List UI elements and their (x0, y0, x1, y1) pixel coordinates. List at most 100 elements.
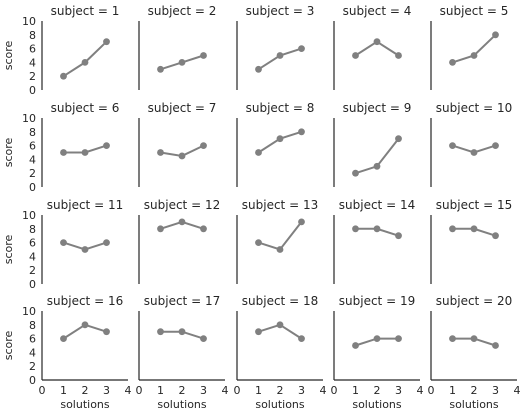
data-point (276, 135, 284, 143)
x-tick-label: 2 (82, 384, 89, 397)
panel-subject-9: subject = 9 (333, 101, 411, 187)
y-tick-label: 2 (29, 264, 36, 277)
y-tick-label: 8 (29, 223, 36, 236)
panel-title: subject = 11 (47, 198, 123, 212)
y-tick-label: 2 (29, 70, 36, 83)
panel-subject-15: subject = 15 (430, 198, 512, 284)
data-point (81, 59, 89, 66)
panel-subject-13: subject = 13 (236, 198, 318, 284)
y-tick-label: 8 (29, 319, 36, 332)
data-point (103, 38, 110, 46)
data-point (492, 31, 499, 39)
data-point (298, 218, 305, 226)
data-point (60, 72, 67, 80)
data-point (81, 246, 89, 253)
panel-title: subject = 16 (47, 294, 123, 308)
data-point (200, 52, 207, 59)
data-point (60, 239, 67, 247)
y-axis-label: score (2, 137, 15, 167)
x-tick-label: 2 (471, 384, 478, 397)
panel-title: subject = 5 (440, 4, 509, 18)
data-point (449, 142, 456, 150)
data-point (352, 225, 359, 233)
series-line (258, 221, 303, 251)
y-tick-label: 0 (29, 84, 36, 97)
data-point (298, 45, 305, 52)
data-point (255, 65, 262, 73)
y-tick-label: 4 (29, 153, 36, 166)
data-point (373, 162, 381, 170)
panel-title: subject = 1 (51, 4, 120, 18)
data-point (157, 225, 164, 233)
data-point (178, 218, 186, 226)
y-tick-label: 6 (29, 140, 36, 153)
y-tick-label: 10 (22, 209, 36, 222)
panel-title: subject = 18 (242, 294, 318, 308)
data-point (255, 149, 262, 156)
y-tick-label: 0 (29, 181, 36, 194)
y-tick-label: 0 (29, 374, 36, 387)
panel-subject-18: subject = 18 0 1 2 3 4 solutions (234, 294, 327, 411)
panel-subject-4: subject = 4 (333, 4, 411, 90)
panel-title: subject = 8 (246, 101, 315, 115)
data-point (103, 239, 110, 247)
data-point (492, 142, 499, 150)
panel-subject-19: subject = 19 0 1 2 3 4 solutions (331, 294, 424, 411)
x-tick-label: 1 (60, 384, 67, 397)
y-tick-label: 10 (22, 112, 36, 125)
data-point (298, 128, 305, 136)
panel-subject-2: subject = 2 (138, 4, 216, 90)
data-point (373, 225, 381, 233)
x-tick-label: 0 (331, 384, 338, 397)
data-point (298, 335, 305, 342)
panel-title: subject = 17 (144, 294, 220, 308)
y-tick-label: 8 (29, 29, 36, 42)
panel-subject-7: subject = 7 (138, 101, 217, 187)
y-tick-label: 6 (29, 237, 36, 250)
x-axis-label: solutions (352, 398, 402, 411)
data-point (470, 225, 478, 233)
x-tick-label: 1 (352, 384, 359, 397)
panel-subject-17: subject = 17 0 1 2 3 4 solutions (136, 294, 229, 411)
data-point (492, 232, 499, 240)
data-point (276, 52, 284, 59)
x-tick-label: 2 (277, 384, 284, 397)
data-point (373, 38, 381, 46)
data-point (60, 335, 67, 342)
y-tick-label: 6 (29, 43, 36, 56)
x-tick-label: 4 (417, 384, 424, 397)
x-axis-label: solutions (157, 398, 207, 411)
y-axis-label: score (2, 330, 15, 360)
x-tick-label: 4 (222, 384, 229, 397)
data-point (200, 335, 207, 342)
data-point (352, 52, 359, 59)
data-point (352, 169, 359, 177)
panel-title: subject = 12 (144, 198, 220, 212)
data-point (255, 239, 262, 247)
data-point (178, 152, 186, 160)
x-axis-label: solutions (60, 398, 110, 411)
x-tick-label: 0 (428, 384, 435, 397)
x-tick-label: 0 (39, 384, 46, 397)
data-point (157, 149, 164, 156)
x-tick-label: 3 (200, 384, 207, 397)
panel-subject-5: subject = 5 (430, 4, 509, 90)
data-point (449, 59, 456, 66)
x-tick-label: 3 (395, 384, 402, 397)
data-point (81, 149, 89, 156)
x-axis-label: solutions (255, 398, 305, 411)
y-tick-label: 8 (29, 126, 36, 139)
data-point (470, 335, 478, 342)
y-axis-label: score (2, 234, 15, 264)
data-point (178, 328, 186, 336)
data-point (178, 59, 186, 66)
data-point (395, 335, 402, 342)
panel-subject-8: subject = 8 (236, 101, 315, 187)
panel-title: subject = 7 (148, 101, 217, 115)
data-point (81, 321, 89, 329)
data-point (449, 335, 456, 342)
